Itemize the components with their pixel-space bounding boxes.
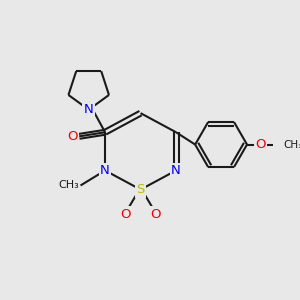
Text: O: O [120,208,131,220]
Text: N: N [171,164,181,177]
Text: O: O [255,138,266,151]
Text: CH₃: CH₃ [283,140,300,149]
Text: N: N [100,164,110,177]
Text: N: N [84,103,94,116]
Text: O: O [67,130,78,143]
Text: S: S [136,183,145,196]
Text: O: O [150,208,161,220]
Text: CH₃: CH₃ [58,181,79,190]
